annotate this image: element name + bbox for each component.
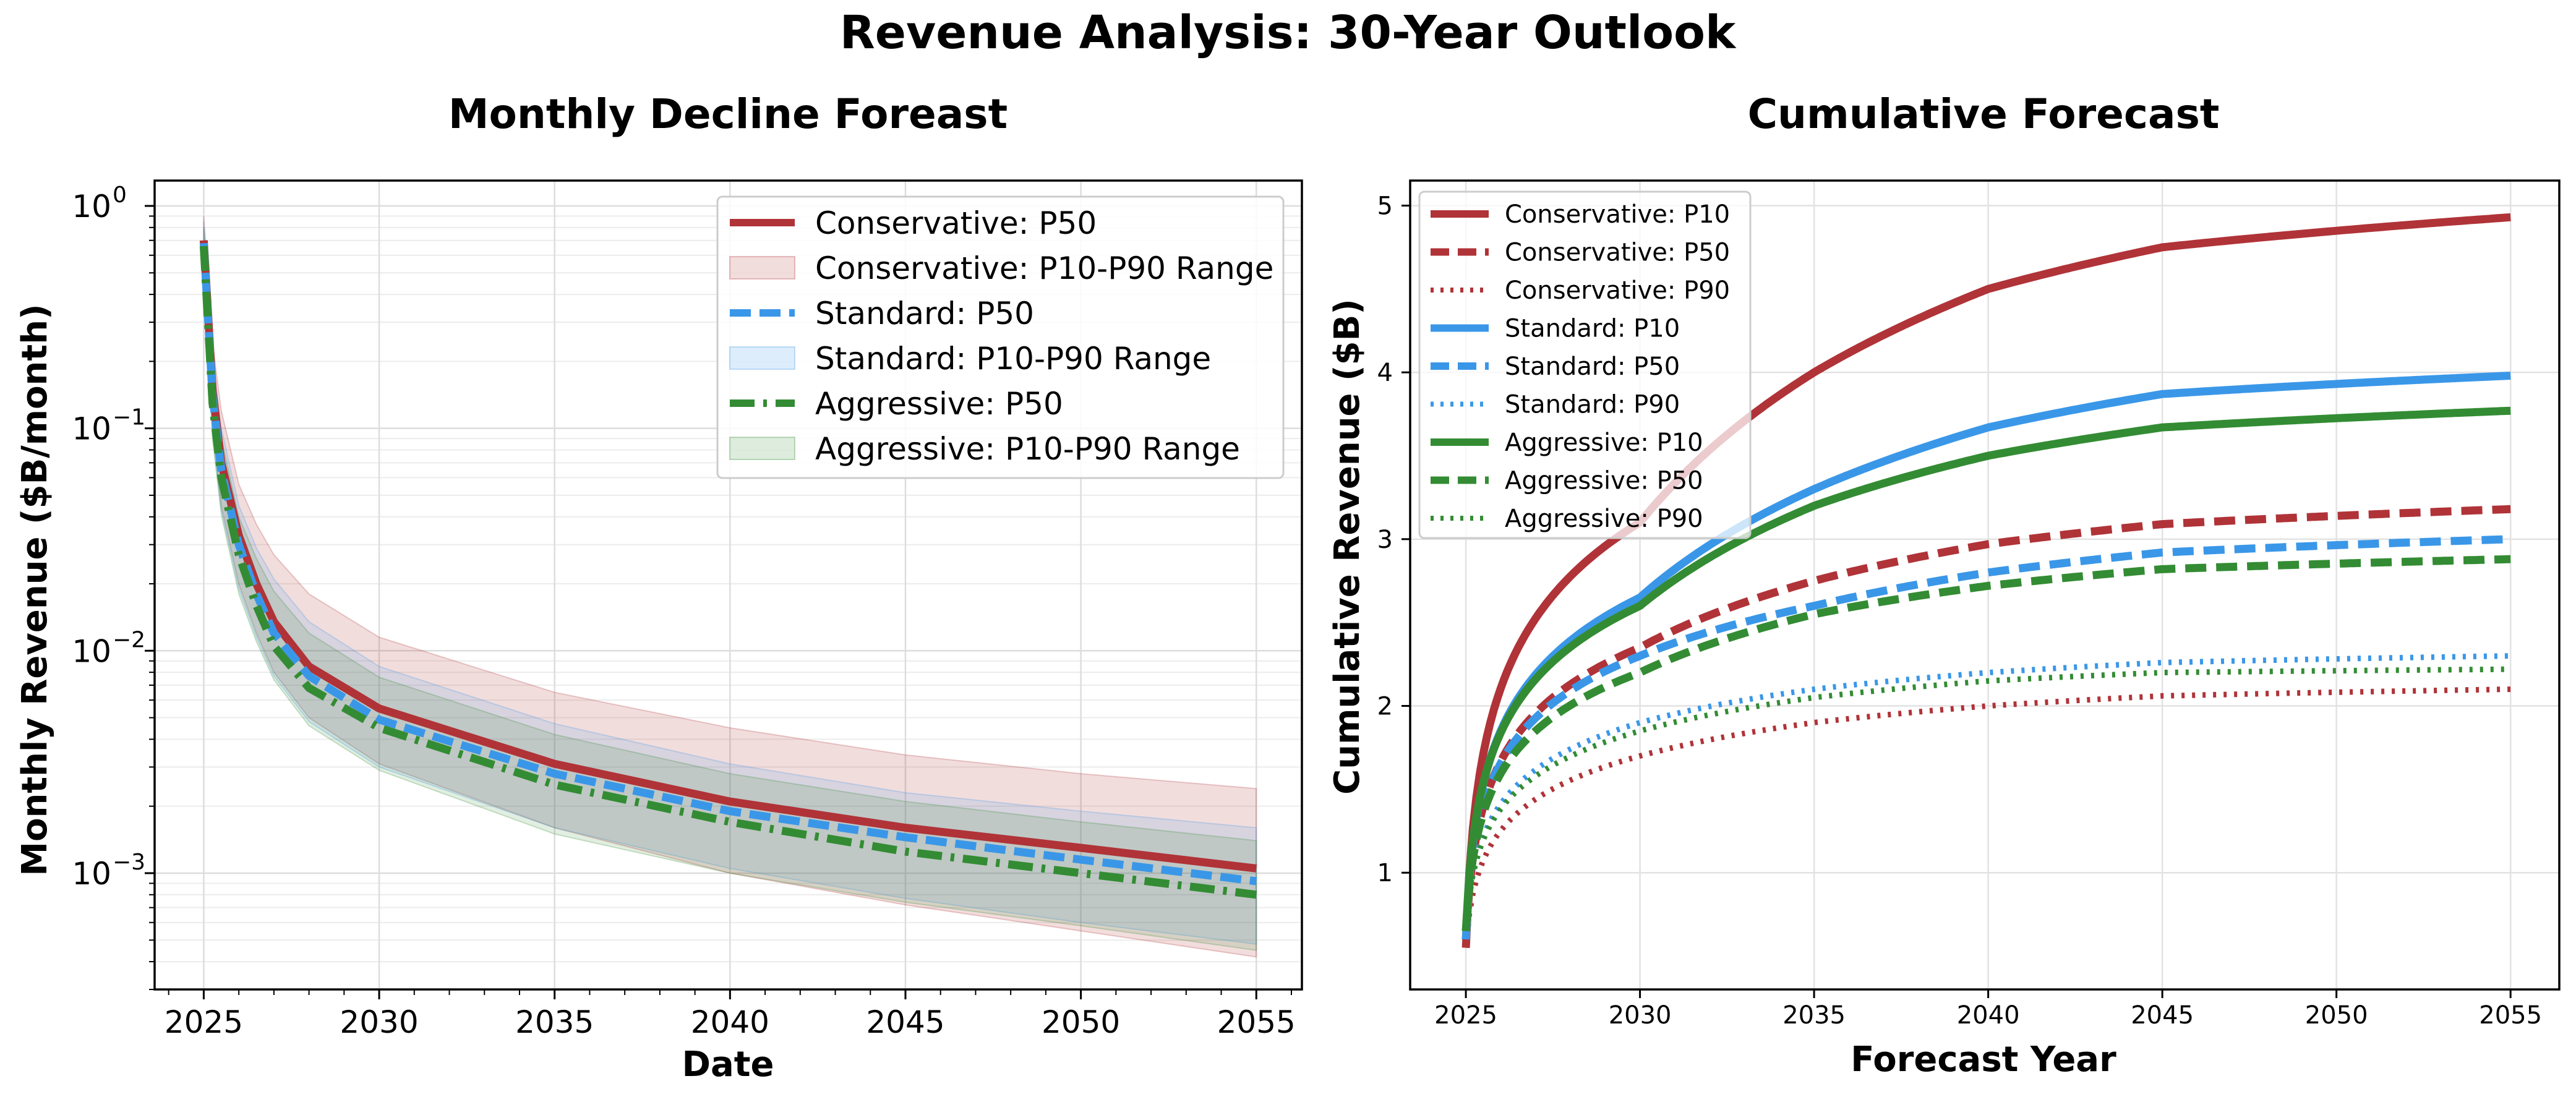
conservative-p10-p90-band <box>203 216 1257 958</box>
x-tick-label: 2035 <box>1782 1001 1846 1030</box>
x-tick-label: 2025 <box>1434 1001 1497 1030</box>
series-line <box>1463 666 2511 932</box>
x-tick-label: 2045 <box>866 1004 944 1040</box>
series-line <box>1461 535 2511 932</box>
right-chart: 2025 2030 2035 2040 2045 2050 2055 1 2 3 4 5 Conserv… <box>1377 179 2561 1030</box>
x-tick-label: 2040 <box>691 1004 769 1040</box>
series-line <box>1461 406 2511 931</box>
y-tick-exponent: −2 <box>113 627 145 652</box>
standard-p50-line <box>199 242 1257 886</box>
y-tick-exponent: 0 <box>113 182 127 208</box>
legend-label: Aggressive: P90 <box>1505 505 1703 533</box>
aggressive-p50-line <box>199 246 1257 899</box>
legend-label: Conservative: P90 <box>1505 276 1730 305</box>
legend <box>716 195 1285 479</box>
figure-title: Revenue Analysis: 30-Year Outlook <box>840 6 1737 59</box>
y-tick-label: 2 <box>1377 693 1393 721</box>
legend-swatch <box>729 256 795 280</box>
legend-label: Aggressive: P10 <box>1505 429 1703 457</box>
y-tick-label: 3 <box>1377 526 1393 554</box>
legend-swatch <box>729 346 795 370</box>
legend-label: Aggressive: P50 <box>815 386 1063 422</box>
left-x-axis-label: Date <box>682 1044 774 1085</box>
legend-label: Standard: P50 <box>815 296 1034 331</box>
x-tick-label: 2030 <box>1609 1001 1672 1030</box>
series-line <box>1461 505 2511 940</box>
y-tick-label: 10 <box>72 633 111 669</box>
y-tick-exponent: −3 <box>113 850 145 875</box>
series-line <box>1463 686 2511 949</box>
x-tick-label: 2050 <box>1042 1004 1120 1040</box>
x-tick-label: 2055 <box>2479 1001 2542 1030</box>
right-chart-title: Cumulative Forecast <box>1748 90 2220 138</box>
legend-label: Conservative: P50 <box>815 205 1097 241</box>
y-tick-label: 10 <box>72 856 111 892</box>
right-x-axis-label: Forecast Year <box>1851 1040 2116 1080</box>
y-tick-label: 5 <box>1377 192 1393 220</box>
plot-frame <box>1409 179 2561 991</box>
x-tick-label: 2030 <box>340 1004 418 1040</box>
legend-label: Standard: P10 <box>1505 315 1680 343</box>
legend-label: Aggressive: P50 <box>1505 467 1703 495</box>
legend-swatch <box>729 437 795 460</box>
x-tick-label: 2035 <box>515 1004 594 1040</box>
legend-label: Standard: P50 <box>1505 352 1680 381</box>
x-tick-label: 2045 <box>2131 1001 2194 1030</box>
legend-label: Aggressive: P10-P90 Range <box>815 431 1240 467</box>
left-chart-title: Monthly Decline Foreast <box>448 90 1008 138</box>
series-line <box>1461 372 2511 940</box>
aggressive-p10-p90-band <box>203 227 1257 951</box>
legend-label: Conservative: P10-P90 Range <box>815 250 1273 286</box>
y-tick-label: 10 <box>72 189 111 224</box>
y-tick-exponent: −1 <box>113 405 145 430</box>
left-y-axis-label: Monthly Revenue ($B/month) <box>15 304 55 876</box>
legend-label: Standard: P90 <box>1505 391 1680 419</box>
x-tick-label: 2025 <box>165 1004 243 1040</box>
legend-label: Standard: P10-P90 Range <box>815 341 1211 377</box>
standard-p10-p90-band <box>203 221 1257 945</box>
left-chart: 2025 2030 2035 2040 2045 2050 205510−310−210−1… <box>72 179 1303 1040</box>
legend-label: Conservative: P10 <box>1505 200 1730 229</box>
x-tick-label: 2055 <box>1217 1004 1296 1040</box>
series-line <box>1461 555 2511 932</box>
y-tick-label: 4 <box>1377 359 1393 387</box>
x-tick-label: 2040 <box>1957 1001 2020 1030</box>
y-tick-label: 1 <box>1377 859 1393 887</box>
legend <box>1418 190 1752 539</box>
right-y-axis-label: Cumulative Revenue ($B) <box>1327 299 1367 795</box>
x-tick-label: 2050 <box>2305 1001 2368 1030</box>
legend-label: Conservative: P50 <box>1505 239 1730 267</box>
plot-frame <box>153 179 1303 991</box>
y-tick-label: 10 <box>72 411 111 447</box>
